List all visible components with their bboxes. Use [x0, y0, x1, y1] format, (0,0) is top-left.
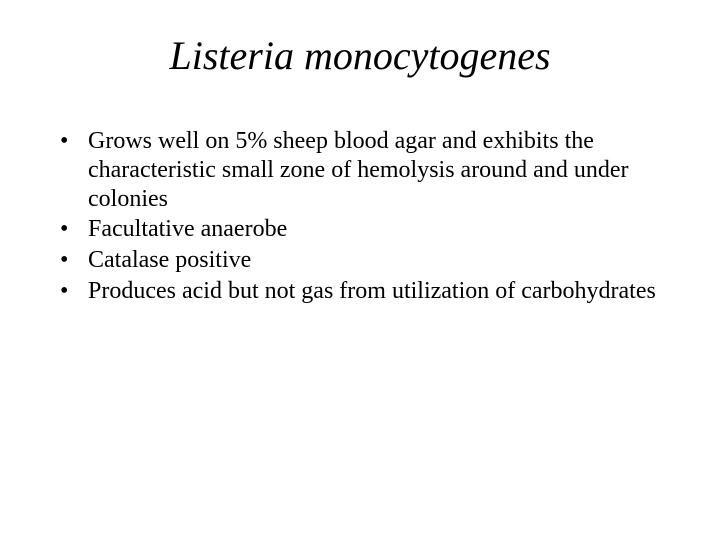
slide-title: Listeria monocytogenes [40, 32, 680, 79]
list-item: Grows well on 5% sheep blood agar and ex… [60, 127, 680, 213]
list-item: Produces acid but not gas from utilizati… [60, 277, 680, 306]
bullet-list: Grows well on 5% sheep blood agar and ex… [40, 127, 680, 306]
list-item: Catalase positive [60, 246, 680, 275]
list-item: Facultative anaerobe [60, 215, 680, 244]
